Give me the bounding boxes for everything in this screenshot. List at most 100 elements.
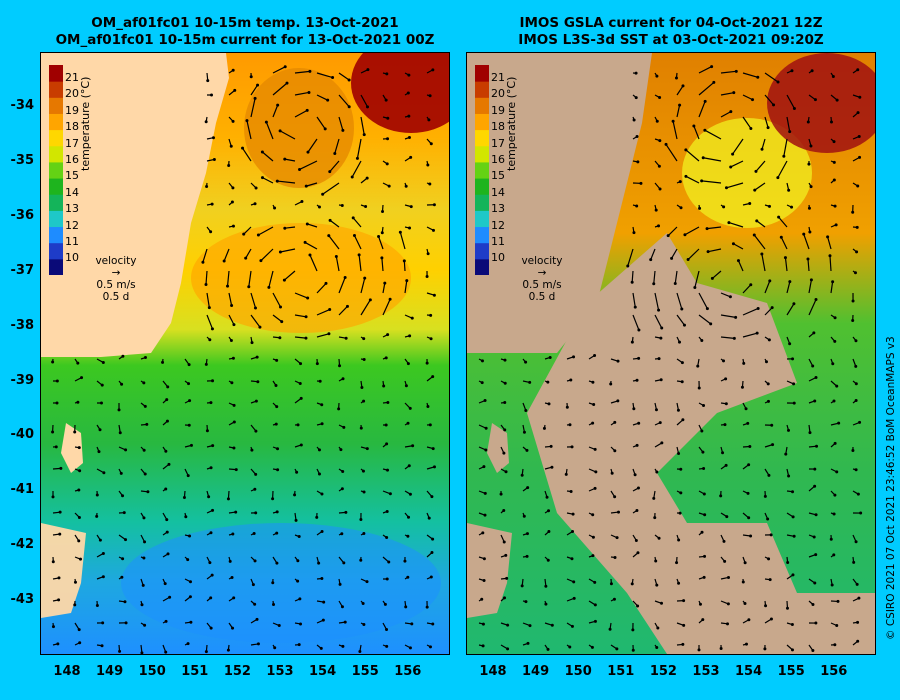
current-arrow (720, 314, 736, 318)
current-arrow-head (320, 492, 324, 496)
current-arrow-head (546, 558, 550, 562)
current-arrow (338, 305, 348, 316)
current-arrow-head (431, 447, 435, 451)
current-arrow (665, 144, 678, 162)
current-arrow-head (684, 148, 688, 152)
current-arrow-head (254, 472, 258, 476)
current-arrow-head (167, 462, 171, 466)
colorbar-tick-label: 14 (491, 185, 505, 199)
current-arrow-head (635, 443, 639, 447)
current-arrow-head (431, 537, 435, 541)
current-arrow-head (591, 421, 595, 425)
current-arrow-head (143, 356, 147, 360)
current-arrow-head (253, 96, 257, 100)
current-arrow-head (751, 98, 755, 102)
colorbar-segment (475, 81, 489, 98)
hot-core (351, 53, 449, 133)
current-arrow-head (696, 364, 700, 368)
current-arrow-head (51, 495, 55, 499)
velocity-key-arrow: → (111, 267, 121, 279)
current-arrow (279, 130, 296, 140)
current-arrow-head (321, 618, 325, 622)
current-arrow-head (406, 421, 410, 425)
current-arrow-head (254, 511, 258, 515)
current-arrow-head (833, 493, 837, 497)
colorbar-tick-label: 14 (65, 185, 79, 199)
current-arrow-head (256, 642, 260, 646)
current-arrow-head (724, 377, 728, 381)
lon-tick-label: 148 (53, 664, 81, 679)
current-arrow-head (317, 448, 321, 452)
current-arrow-head (655, 74, 659, 78)
current-arrow (654, 292, 660, 311)
current-arrow (685, 149, 700, 162)
right-sst-map[interactable]: 21 20 19 18 17 16 15 14 13 12 11 10 temperature (°C… (466, 52, 876, 655)
current-arrow-head (744, 407, 748, 411)
current-arrow-head (767, 204, 771, 208)
current-arrow (720, 111, 732, 118)
current-arrow-head (832, 553, 836, 557)
current-arrow (307, 138, 318, 153)
current-arrow-head (300, 200, 304, 204)
current-arrow-head (828, 254, 832, 258)
current-arrow-head (294, 518, 298, 522)
current-arrow-head (275, 531, 279, 535)
current-arrow-head (366, 68, 370, 72)
current-arrow-head (426, 404, 430, 408)
current-arrow-head (315, 515, 319, 519)
current-arrow (803, 233, 810, 250)
current-arrow (202, 248, 208, 263)
current-arrow-head (230, 381, 234, 385)
lon-tick-label: 156 (820, 664, 848, 679)
current-arrow-head (568, 645, 572, 649)
current-arrow-head (432, 293, 436, 297)
current-arrow-head (308, 253, 312, 257)
current-arrow (730, 160, 744, 168)
current-arrow-head (722, 539, 726, 543)
current-arrow-head (631, 648, 635, 652)
current-arrow-head (429, 313, 433, 317)
current-arrow-head (283, 65, 287, 69)
current-arrow-head (731, 152, 735, 156)
lat-tick-label: -36 (10, 207, 35, 223)
current-arrow-head (732, 91, 736, 95)
current-arrow-head (572, 596, 576, 600)
current-arrow-head (524, 600, 528, 604)
current-arrow-head (117, 408, 121, 412)
current-arrow-head (630, 280, 634, 284)
current-arrow (246, 120, 252, 140)
current-arrow-head (253, 602, 257, 606)
current-arrow-head (502, 596, 506, 600)
current-arrow (761, 138, 766, 150)
current-arrow (671, 248, 678, 259)
current-arrow-head (252, 531, 256, 535)
left-current-arrows (51, 65, 436, 654)
current-arrow-head (306, 296, 310, 300)
current-arrow-head (546, 380, 550, 384)
current-arrow-head (299, 622, 303, 626)
current-arrow-head (298, 381, 302, 385)
velocity-key-arrow: → (537, 267, 547, 279)
colorbar-tick-label: 15 (491, 169, 505, 183)
current-arrow-head (633, 473, 637, 477)
current-arrow-head (101, 621, 105, 625)
current-arrow-head (616, 510, 620, 514)
current-arrow-head (295, 470, 299, 474)
current-arrow-head (365, 580, 369, 584)
current-arrow-head (386, 468, 390, 472)
left-temperature-map[interactable]: 21 20 19 18 17 16 15 14 13 12 11 10 temperature (°C… (40, 52, 450, 655)
current-arrow (720, 70, 737, 74)
current-arrow-head (208, 561, 212, 565)
current-arrow-head (234, 510, 238, 514)
current-arrow-head (253, 487, 257, 491)
current-arrow-head (430, 551, 434, 555)
colorbar-segment (49, 258, 63, 276)
current-arrow-head (232, 446, 236, 450)
current-arrow-head (545, 495, 549, 499)
current-arrow (726, 182, 744, 189)
current-arrow-head (754, 169, 758, 173)
current-arrow-head (98, 428, 102, 432)
colorbar-segment (49, 65, 63, 82)
current-arrow-head (678, 180, 682, 184)
current-arrow-head (207, 495, 211, 499)
